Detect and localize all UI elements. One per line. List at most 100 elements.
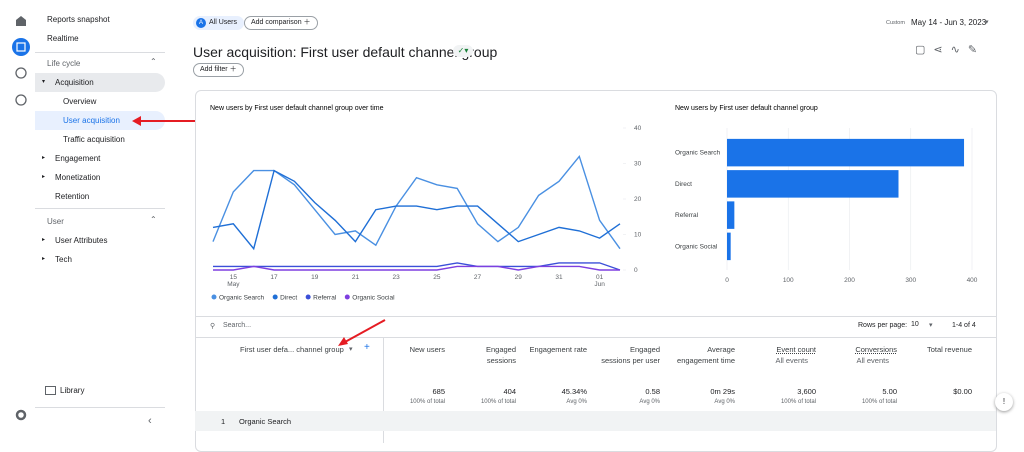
date-range[interactable]: May 14 - Jun 3, 2023 — [911, 18, 987, 27]
divider — [383, 337, 384, 443]
legend-label: Organic Social — [352, 295, 395, 302]
x-tick-label: 400 — [967, 277, 978, 284]
column-header[interactable]: Total revenue — [926, 345, 972, 354]
nav-item[interactable]: Acquisition — [55, 78, 94, 87]
total-note: Avg 0% — [639, 399, 660, 405]
column-header[interactable]: Conversions — [855, 345, 897, 354]
category-label: Organic Search — [675, 150, 721, 157]
column-header[interactable]: Engagement rate — [529, 345, 587, 354]
x-tick-label: 19 — [311, 274, 319, 281]
nav-item[interactable]: Overview — [63, 97, 97, 106]
rail-icons — [12, 16, 30, 421]
x-tick-label: 25 — [433, 274, 441, 281]
column-header[interactable]: New users — [409, 345, 445, 354]
total-value: 0m 29s — [710, 387, 735, 396]
column-header[interactable]: Average engagement time — [677, 345, 735, 365]
date-type: Custom — [886, 20, 905, 26]
legend-label: Referral — [313, 295, 337, 302]
nav-item[interactable]: Tech — [55, 255, 72, 264]
nav-item[interactable]: Traffic acquisition — [63, 135, 125, 144]
nav-item[interactable]: Monetization — [55, 173, 101, 182]
home-icon[interactable] — [16, 16, 26, 26]
y-tick-label: 20 — [634, 196, 642, 203]
bar — [727, 201, 735, 229]
y-tick-label: 40 — [634, 125, 642, 132]
segment-name: All Users — [209, 19, 238, 26]
y-tick-label: 10 — [634, 232, 642, 239]
x-tick-label: 01 — [596, 274, 604, 281]
divider — [195, 316, 996, 317]
nav-item-selected[interactable]: User acquisition — [63, 116, 120, 125]
arrow-head — [338, 337, 348, 346]
toolbar-icons[interactable]: ▢⋖∿✎ — [915, 44, 986, 56]
add-filter[interactable]: Add filter ＋ — [193, 63, 244, 77]
total-note: Avg 0% — [714, 399, 735, 405]
arrow-head — [132, 116, 141, 126]
y-tick-label: 30 — [634, 161, 642, 168]
segment-chip[interactable]: A All Users — [193, 16, 245, 30]
series-line — [213, 265, 620, 271]
folder-icon — [45, 386, 56, 395]
nav-item[interactable]: User Attributes — [55, 236, 108, 245]
column-header[interactable]: Engaged sessions — [485, 345, 516, 365]
x-tick-sublabel: May — [227, 281, 240, 288]
segment-badge: A — [196, 18, 206, 28]
column-header[interactable]: Event count — [776, 345, 816, 354]
advertising-icon[interactable] — [15, 94, 27, 106]
total-value: 45.34% — [561, 387, 587, 396]
collapse-button[interactable]: ‹ — [148, 415, 152, 427]
row-name[interactable]: Organic Search — [239, 417, 292, 426]
total-value: $0.00 — [953, 387, 972, 396]
row-rank: 1 — [221, 417, 226, 426]
divider — [195, 337, 996, 338]
total-value: 3,600 — [797, 387, 816, 396]
divider — [35, 208, 165, 209]
rows-caret[interactable]: ▾ — [929, 322, 933, 329]
page-title: User acquisition: First user default cha… — [193, 44, 498, 60]
acquisition-highlight — [35, 73, 165, 92]
nav-item[interactable]: Library — [60, 386, 85, 395]
selected-highlight — [35, 111, 165, 130]
series-line — [213, 262, 621, 271]
collapse-caret[interactable]: ⌃ — [150, 57, 157, 66]
nav-section[interactable]: Life cycle — [47, 59, 81, 68]
legend-label: Organic Search — [219, 295, 265, 302]
category-label: Organic Social — [675, 243, 718, 250]
legend-swatch — [272, 294, 278, 300]
total-note: 100% of total — [409, 399, 445, 405]
total-note: 100% of total — [861, 399, 897, 405]
search-input[interactable]: Search... — [223, 322, 252, 329]
x-tick-label: 15 — [230, 274, 238, 281]
rows-per-page-label: Rows per page: — [858, 322, 908, 329]
reports-glyph — [16, 42, 26, 52]
dimension-caret[interactable]: ▾ — [349, 346, 353, 353]
column-header[interactable]: Engaged sessions per user — [601, 345, 660, 365]
date-caret[interactable]: ▾ — [985, 19, 989, 26]
nav-item[interactable]: Retention — [55, 192, 90, 201]
row-background — [195, 411, 996, 431]
column-metric[interactable]: All events — [856, 356, 889, 365]
dimension-header[interactable]: First user defa... channel group — [240, 345, 344, 354]
column-metric[interactable]: All events — [775, 356, 808, 365]
nav-item[interactable]: Realtime — [47, 34, 79, 43]
feedback-button[interactable]: ! — [995, 393, 1013, 411]
search-icon: ⚲ — [210, 323, 216, 330]
explore-icon[interactable] — [15, 67, 27, 79]
add-filter-label: Add filter — [200, 66, 228, 73]
settings-icon[interactable] — [15, 409, 27, 421]
y-tick-label: 0 — [634, 267, 638, 274]
nav-section[interactable]: User — [47, 217, 64, 226]
nav-item[interactable]: Engagement — [55, 154, 101, 163]
series-line — [212, 169, 621, 251]
add-dimension[interactable]: + — [364, 342, 370, 353]
legend-swatch — [344, 294, 350, 300]
status-chip[interactable]: ✓▾ — [453, 45, 473, 57]
add-comparison[interactable]: Add comparison ＋ — [244, 16, 318, 30]
x-tick-label: 27 — [474, 274, 482, 281]
nav-item[interactable]: Reports snapshot — [47, 15, 110, 24]
x-tick-label: 21 — [352, 274, 360, 281]
collapse-caret[interactable]: ⌃ — [150, 215, 157, 224]
rows-per-page[interactable]: 10 — [911, 321, 919, 328]
